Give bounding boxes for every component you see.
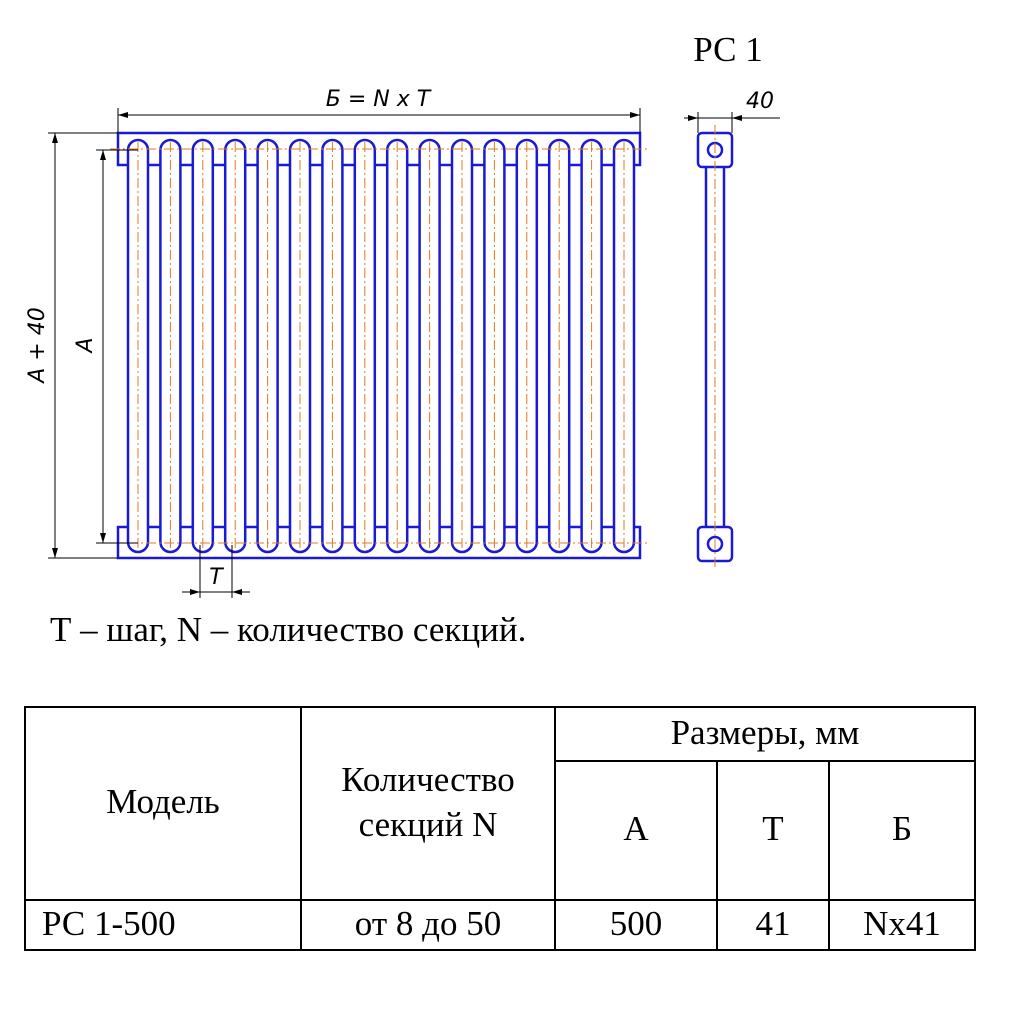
caption: Т – шаг, N – количество секций. <box>50 610 526 649</box>
cell: от 8 до 50 <box>355 904 501 943</box>
header-cell: Т <box>762 809 783 848</box>
dimensions: Б = N x T A + 40 A T 40 <box>25 87 780 598</box>
depth-dim: 40 <box>746 89 774 114</box>
line <box>24 706 976 951</box>
pitch-dim: T <box>209 565 224 590</box>
height-dim: A <box>73 337 98 354</box>
cell: Nx41 <box>863 904 941 943</box>
tubes <box>126 138 636 554</box>
header-cell: Модель <box>106 782 220 821</box>
header-cell: Размеры, мм <box>671 713 860 752</box>
side-view <box>696 125 734 570</box>
drawing-title: РС 1 <box>693 30 763 69</box>
cell: РС 1-500 <box>42 904 176 943</box>
width-dim: Б = N x T <box>326 87 432 112</box>
front-view <box>110 131 648 560</box>
header-cell: А <box>623 809 649 848</box>
cell: 500 <box>610 904 663 943</box>
header-cell: секций N <box>359 805 498 844</box>
table: Модель Количество секций N Размеры, мм А… <box>24 706 976 951</box>
header-cell: Количество <box>341 760 514 799</box>
header-cell: Б <box>892 809 912 848</box>
cell: 41 <box>756 904 791 943</box>
height-total-dim: A + 40 <box>25 307 50 384</box>
